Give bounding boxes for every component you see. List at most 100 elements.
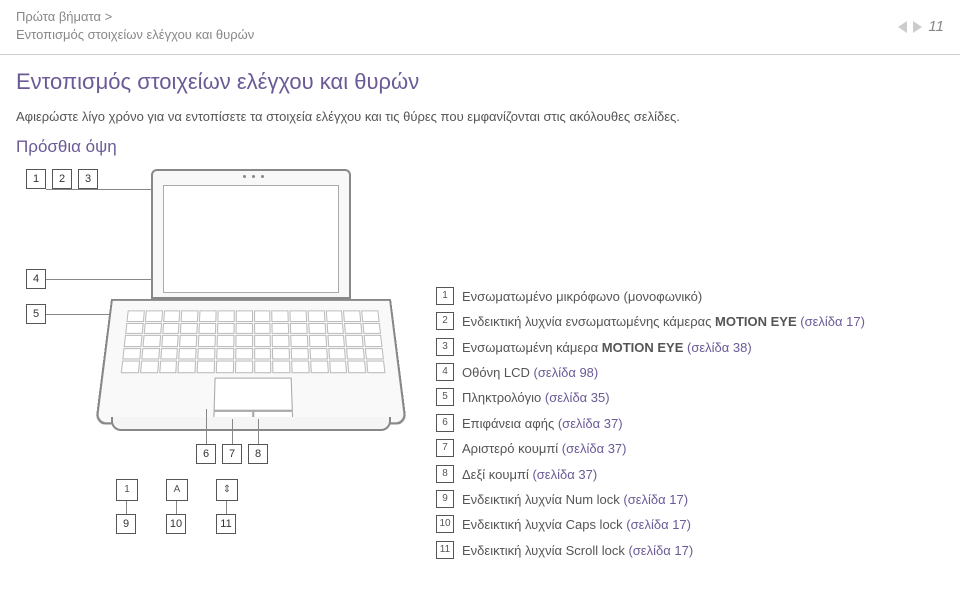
leader-line (232, 419, 233, 444)
breadcrumb-line1: Πρώτα βήματα > (16, 8, 254, 26)
callout-10: 10 (166, 514, 186, 534)
section-subhead: Πρόσθια όψη (16, 137, 944, 157)
item-text: Ενδεικτική λυχνία Num lock (σελίδα 17) (462, 488, 944, 511)
key (197, 361, 215, 373)
list-item: 6Επιφάνεια αφής (σελίδα 37) (436, 412, 944, 435)
key (159, 361, 178, 373)
breadcrumb: Πρώτα βήματα > Εντοπισμός στοιχείων ελέγ… (16, 8, 254, 44)
page-ref-link[interactable]: (σελίδα 17) (626, 517, 691, 532)
key (325, 310, 343, 321)
component-list: 1Ενσωματωμένο μικρόφωνο (μονοφωνικό)2Ενδ… (436, 285, 944, 562)
key (343, 310, 361, 321)
key (143, 322, 161, 333)
key (122, 348, 141, 360)
content: Εντοπισμός στοιχείων ελέγχου και θυρών Α… (0, 55, 960, 578)
item-text: Πληκτρολόγιο (σελίδα 35) (462, 386, 944, 409)
key (124, 335, 143, 347)
list-item: 5Πληκτρολόγιο (σελίδα 35) (436, 386, 944, 409)
key (344, 322, 362, 333)
key (160, 348, 178, 360)
screen-bezel: MOTION EYE (151, 169, 351, 299)
key (308, 322, 326, 333)
key (178, 361, 197, 373)
key (179, 335, 197, 347)
list-item: 11Ενδεικτική λυχνία Scroll lock (σελίδα … (436, 539, 944, 562)
key (291, 361, 309, 373)
page-number: 11 (928, 18, 944, 35)
page-ref-link[interactable]: (σελίδα 17) (797, 314, 865, 329)
page-ref-link[interactable]: (σελίδα 17) (623, 492, 688, 507)
key (197, 348, 215, 360)
key (348, 361, 367, 373)
key (235, 361, 253, 373)
item-number: 4 (436, 363, 454, 381)
list-item: 7 Αριστερό κουμπί (σελίδα 37) (436, 437, 944, 460)
item-number: 10 (436, 515, 454, 533)
key (216, 348, 234, 360)
camera-dots (243, 175, 264, 178)
scrolllock-indicator-icon: ⇕ (216, 479, 238, 501)
key (291, 348, 309, 360)
key (271, 310, 288, 321)
screen (163, 185, 339, 293)
key (216, 335, 234, 347)
list-item: 9Ενδεικτική λυχνία Num lock (σελίδα 17) (436, 488, 944, 511)
key (199, 310, 216, 321)
key (289, 310, 307, 321)
laptop-diagram: 1 2 3 4 5 MOTION EYE (16, 169, 416, 539)
key (272, 361, 290, 373)
leader-line (176, 501, 177, 514)
key (235, 348, 253, 360)
key (309, 335, 327, 347)
item-number: 1 (436, 287, 454, 305)
key (145, 310, 163, 321)
key (125, 322, 143, 333)
key (307, 310, 325, 321)
leader-line (258, 419, 259, 444)
key (329, 361, 348, 373)
page-ref-link[interactable]: (σελίδα 35) (545, 390, 610, 405)
list-column: 1Ενσωματωμένο μικρόφωνο (μονοφωνικό)2Ενδ… (436, 169, 944, 564)
key (179, 348, 197, 360)
page-ref-link[interactable]: (σελίδα 37) (532, 467, 597, 482)
key (254, 361, 272, 373)
key (254, 322, 271, 333)
list-item: 10Ενδεικτική λυχνία Caps lock (σελίδα 17… (436, 513, 944, 536)
leader-line (206, 409, 207, 444)
page-ref-link[interactable]: (σελίδα 37) (558, 416, 623, 431)
laptop-drawing: MOTION EYE (111, 169, 391, 429)
key (272, 348, 290, 360)
prev-page-icon[interactable] (898, 21, 907, 33)
page-ref-link[interactable]: (σελίδα 17) (628, 543, 693, 558)
callout-9: 9 (116, 514, 136, 534)
item-number: 3 (436, 338, 454, 356)
callout-4: 4 (26, 269, 46, 289)
item-number: 8 (436, 465, 454, 483)
leader-line (226, 501, 227, 514)
key (180, 322, 198, 333)
key (126, 310, 144, 321)
item-text: Αριστερό κουμπί (σελίδα 37) (462, 437, 944, 460)
key (140, 361, 159, 373)
callout-2: 2 (52, 169, 72, 189)
page-ref-link[interactable]: (σελίδα 37) (562, 441, 627, 456)
key (346, 348, 365, 360)
keyboard (121, 310, 386, 373)
key (162, 322, 180, 333)
list-item: 8Δεξί κουμπί (σελίδα 37) (436, 463, 944, 486)
key (235, 335, 253, 347)
key (272, 335, 290, 347)
item-text: Ενδεικτική λυχνία ενσωματωμένης κάμερας … (462, 310, 944, 333)
key (363, 322, 381, 333)
key (364, 335, 383, 347)
page-header: Πρώτα βήματα > Εντοπισμός στοιχείων ελέγ… (0, 0, 960, 55)
page-ref-link[interactable]: (σελίδα 38) (683, 340, 751, 355)
page-ref-link[interactable]: (σελίδα 98) (534, 365, 599, 380)
next-page-icon[interactable] (913, 21, 922, 33)
item-text: Ενσωματωμένο μικρόφωνο (μονοφωνικό) (462, 285, 944, 308)
key (328, 348, 347, 360)
item-number: 7 (436, 439, 454, 457)
page-indicator: 11 (898, 18, 944, 35)
list-item: 3Ενσωματωμένη κάμερα MOTION EYE (σελίδα … (436, 336, 944, 359)
laptop-base (95, 299, 407, 425)
